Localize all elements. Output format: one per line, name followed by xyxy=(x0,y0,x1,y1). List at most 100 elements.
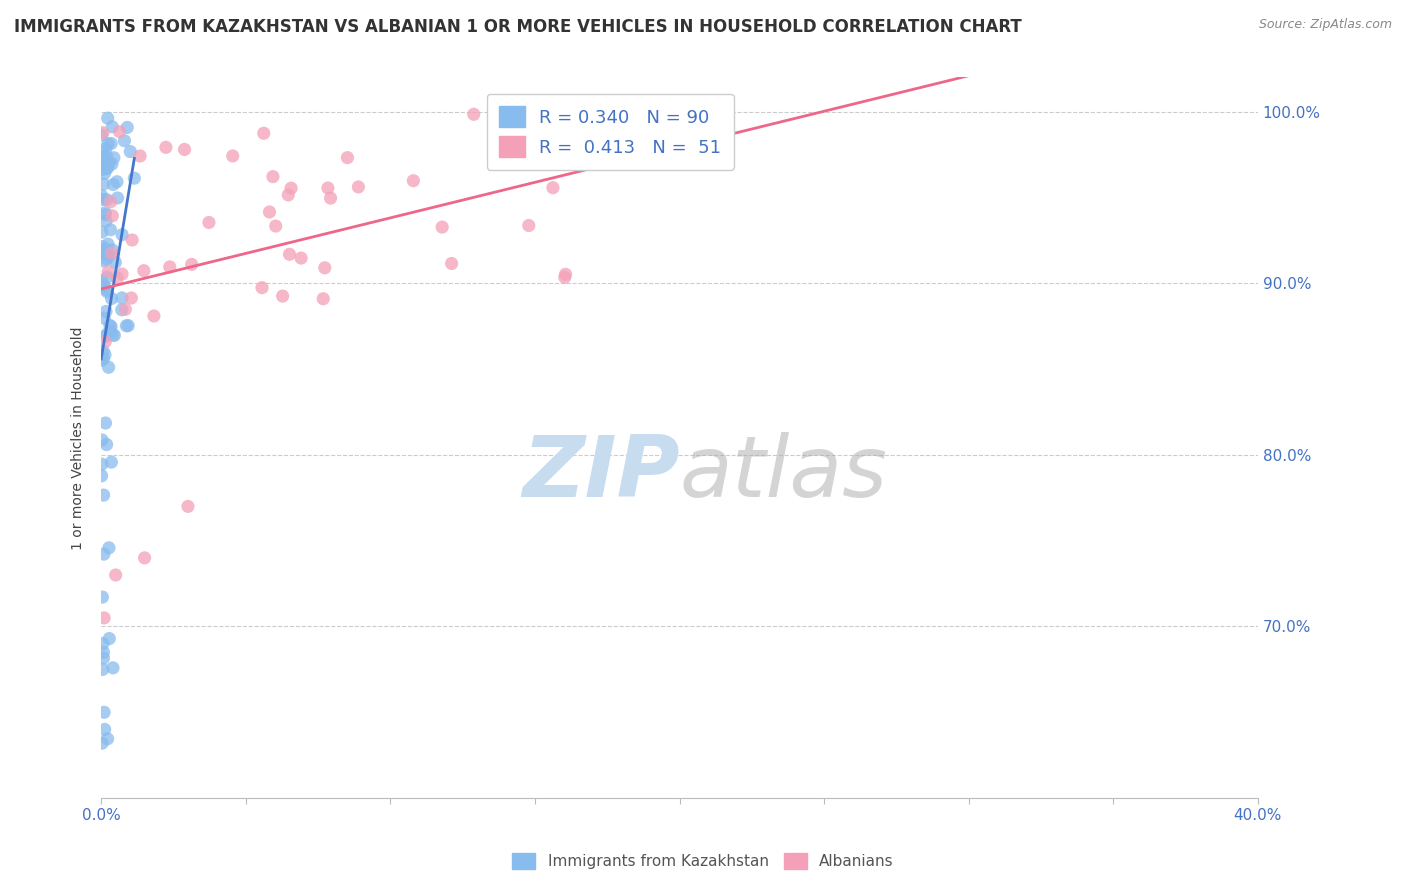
Point xyxy=(101,157,124,171)
Point xyxy=(198,215,221,229)
Point xyxy=(100,455,122,469)
Point xyxy=(91,637,114,651)
Point xyxy=(100,136,122,151)
Text: ZIP: ZIP xyxy=(522,433,679,516)
Point xyxy=(97,161,120,175)
Point xyxy=(103,178,125,192)
Point xyxy=(250,280,273,294)
Point xyxy=(134,550,156,565)
Point xyxy=(114,134,136,148)
Legend: R = 0.340   N = 90, R =  0.413   N =  51: R = 0.340 N = 90, R = 0.413 N = 51 xyxy=(486,94,734,169)
Point xyxy=(120,291,142,305)
Point xyxy=(96,193,118,207)
Point xyxy=(111,291,134,305)
Point xyxy=(96,154,118,169)
Point xyxy=(94,205,117,219)
Point xyxy=(271,289,294,303)
Point xyxy=(132,263,155,277)
Point xyxy=(314,260,336,275)
Point xyxy=(541,180,564,194)
Point xyxy=(93,311,115,326)
Point xyxy=(115,318,138,333)
Point xyxy=(97,541,120,555)
Point xyxy=(96,149,118,163)
Point xyxy=(97,237,120,252)
Point xyxy=(290,251,312,265)
Point xyxy=(91,225,114,239)
Point xyxy=(98,156,121,170)
Point xyxy=(336,151,359,165)
Point xyxy=(91,590,114,604)
Point xyxy=(129,149,152,163)
Point xyxy=(90,274,112,288)
Point xyxy=(94,329,117,343)
Point xyxy=(402,174,425,188)
Point xyxy=(90,188,112,202)
Point xyxy=(93,488,115,502)
Point xyxy=(100,194,122,209)
Point xyxy=(91,344,114,359)
Point xyxy=(96,731,118,746)
Point xyxy=(100,246,122,260)
Point xyxy=(111,267,134,281)
Point xyxy=(554,268,576,282)
Point xyxy=(105,175,128,189)
Point xyxy=(93,651,115,665)
Point xyxy=(93,254,115,268)
Point xyxy=(278,247,301,261)
Point xyxy=(100,223,122,237)
Point xyxy=(98,632,121,646)
Point xyxy=(96,326,118,341)
Point xyxy=(90,353,112,368)
Point xyxy=(90,468,112,483)
Point xyxy=(97,360,120,375)
Point xyxy=(100,292,122,306)
Point xyxy=(96,243,118,257)
Text: IMMIGRANTS FROM KAZAKHSTAN VS ALBANIAN 1 OR MORE VEHICLES IN HOUSEHOLD CORRELATI: IMMIGRANTS FROM KAZAKHSTAN VS ALBANIAN 1… xyxy=(14,18,1022,36)
Point xyxy=(105,271,128,285)
Point xyxy=(101,120,124,134)
Point xyxy=(90,128,112,142)
Point xyxy=(93,723,115,737)
Text: Source: ZipAtlas.com: Source: ZipAtlas.com xyxy=(1258,18,1392,31)
Point xyxy=(538,147,561,161)
Point xyxy=(117,318,139,333)
Point xyxy=(93,611,115,625)
Point xyxy=(93,278,115,293)
Point xyxy=(264,219,287,233)
Point xyxy=(259,205,281,219)
Point xyxy=(97,136,120,151)
Point xyxy=(90,457,112,471)
Point xyxy=(114,302,136,317)
Point xyxy=(111,227,134,242)
Point xyxy=(312,292,335,306)
Point xyxy=(93,351,115,366)
Point xyxy=(96,270,118,285)
Point xyxy=(554,270,576,285)
Point xyxy=(93,166,115,180)
Point xyxy=(159,260,181,274)
Point xyxy=(93,645,115,659)
Point xyxy=(440,256,463,270)
Point xyxy=(222,149,245,163)
Point xyxy=(120,145,142,159)
Y-axis label: 1 or more Vehicles in Household: 1 or more Vehicles in Household xyxy=(72,326,86,549)
Point xyxy=(101,209,124,223)
Point xyxy=(277,188,299,202)
Point xyxy=(93,706,115,720)
Point xyxy=(96,437,118,451)
Point xyxy=(262,169,284,184)
Point xyxy=(91,240,114,254)
Point xyxy=(180,257,202,271)
Point xyxy=(93,177,115,191)
Point xyxy=(93,547,115,561)
Point xyxy=(91,126,114,140)
Point xyxy=(97,157,120,171)
Point xyxy=(319,191,342,205)
Point xyxy=(98,248,121,262)
Legend: Immigrants from Kazakhstan, Albanians: Immigrants from Kazakhstan, Albanians xyxy=(506,847,900,875)
Point xyxy=(142,309,165,323)
Point xyxy=(94,208,117,222)
Point xyxy=(90,145,112,160)
Point xyxy=(90,162,112,177)
